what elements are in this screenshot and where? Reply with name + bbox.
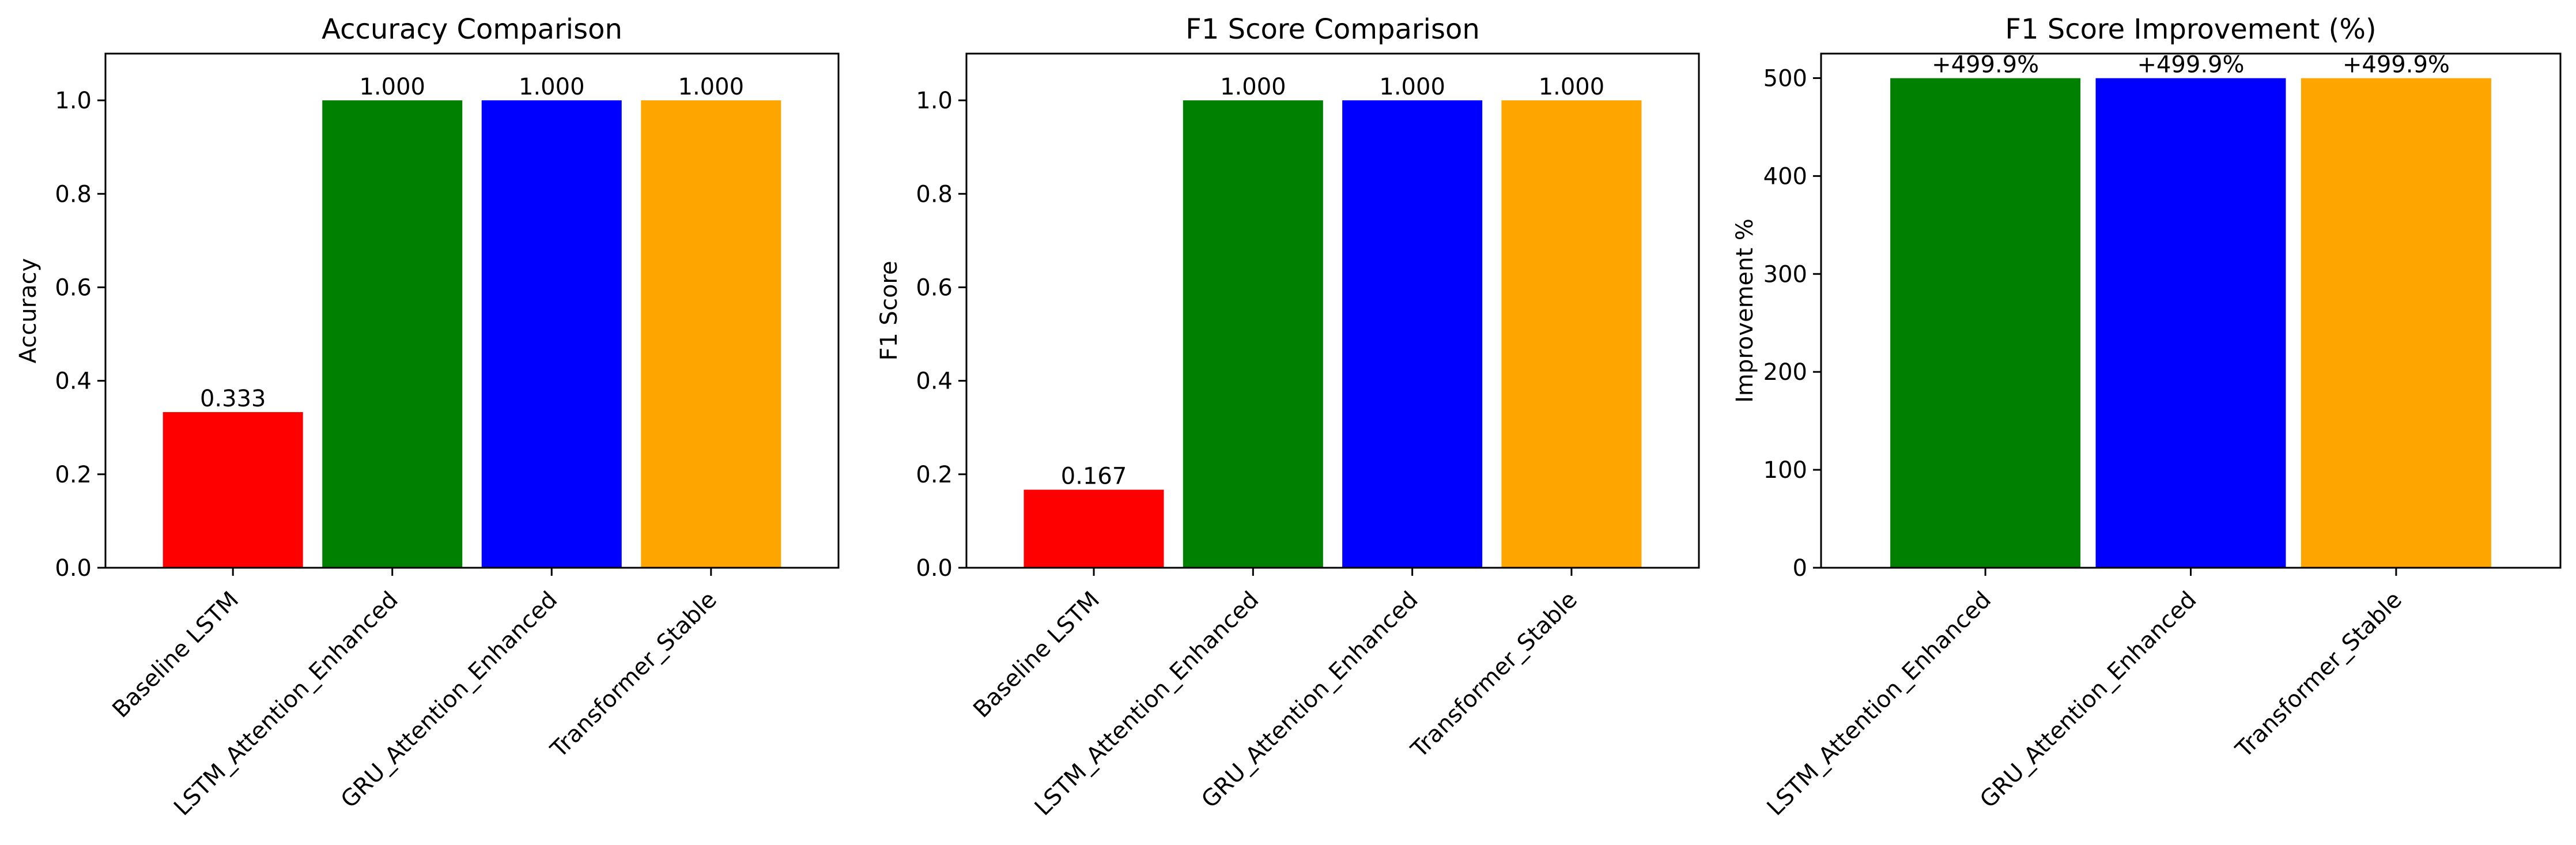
y-tick-label: 0: [1793, 555, 1807, 582]
bar-value-label: 0.167: [1061, 463, 1127, 490]
y-tick-label: 0.4: [55, 368, 92, 395]
bar-3: [481, 100, 622, 568]
bar-value-label: 1.000: [519, 74, 585, 100]
bar-3: [2301, 78, 2491, 568]
x-tick-label: GRU_Attention_Enhanced: [1975, 587, 2202, 814]
charts-container: 0.333 Baseline LSTM 1.000 LSTM_Attention_En…: [15, 13, 2562, 821]
y-axis-label: Accuracy: [15, 258, 41, 364]
plot-frame: [1820, 52, 2562, 569]
bar-value-label: 1.000: [359, 74, 425, 100]
bar-value-label: +499.9%: [2343, 52, 2450, 78]
x-tick-label: Transformer_Stable: [545, 587, 722, 764]
x-tick-label: LSTM_Attention_Enhanced: [1762, 587, 1997, 821]
y-tick-label: 0.8: [55, 181, 92, 208]
x-tick-label: Transformer_Stable: [2230, 587, 2407, 764]
y-tick-label: 0.2: [916, 462, 953, 488]
bar-2: [1183, 100, 1323, 568]
chart-title: F1 Score Improvement (%): [2005, 13, 2376, 46]
y-tick-label: 100: [1763, 457, 1807, 484]
bar-value-label: 1.000: [1539, 74, 1605, 100]
y-tick-label: 400: [1763, 163, 1807, 190]
y-tick-label: 1.0: [916, 88, 953, 114]
y-axis-label: F1 Score: [876, 261, 902, 360]
y-tick-label: 0.2: [55, 462, 92, 488]
plot-frame: [965, 52, 1700, 569]
bar-value-label: +499.9%: [1932, 52, 2039, 78]
bar-1: [163, 412, 303, 568]
y-tick-label: 500: [1763, 65, 1807, 92]
y-tick-label: 1.0: [55, 88, 92, 114]
x-tick-label: Transformer_Stable: [1406, 587, 1582, 764]
y-tick-label: 0.0: [916, 555, 953, 582]
plot-frame: [104, 52, 840, 569]
chart-title: Accuracy Comparison: [322, 13, 622, 46]
bar-4: [1501, 100, 1642, 568]
x-tick-label: Baseline LSTM: [107, 587, 244, 723]
bar-1: [1890, 78, 2081, 568]
y-tick-label: 0.0: [55, 555, 92, 582]
bar-value-label: +499.9%: [2137, 52, 2244, 78]
x-tick-label: Baseline LSTM: [968, 587, 1105, 723]
bar-1: [1023, 489, 1164, 568]
y-tick-label: 0.6: [55, 274, 92, 301]
bar-4: [641, 100, 781, 568]
bar-value-label: 1.000: [1379, 74, 1445, 100]
bar-value-label: 1.000: [678, 74, 745, 100]
y-tick-label: 0.8: [916, 181, 953, 208]
y-tick-label: 200: [1763, 359, 1807, 386]
y-tick-label: 0.4: [916, 368, 953, 395]
chart-title: F1 Score Comparison: [1185, 13, 1480, 46]
y-tick-label: 0.6: [916, 274, 953, 301]
bar-value-label: 1.000: [1220, 74, 1286, 100]
bar-2: [2095, 78, 2286, 568]
y-axis-label: Improvement %: [1732, 218, 1758, 403]
bar-3: [1342, 100, 1483, 568]
bar-2: [322, 100, 463, 568]
bar-value-label: 0.333: [200, 386, 266, 412]
chart-panel-3: +499.9% LSTM_Attention_Enhanced +499.9% GRU…: [1732, 13, 2562, 821]
y-tick-label: 300: [1763, 261, 1807, 288]
